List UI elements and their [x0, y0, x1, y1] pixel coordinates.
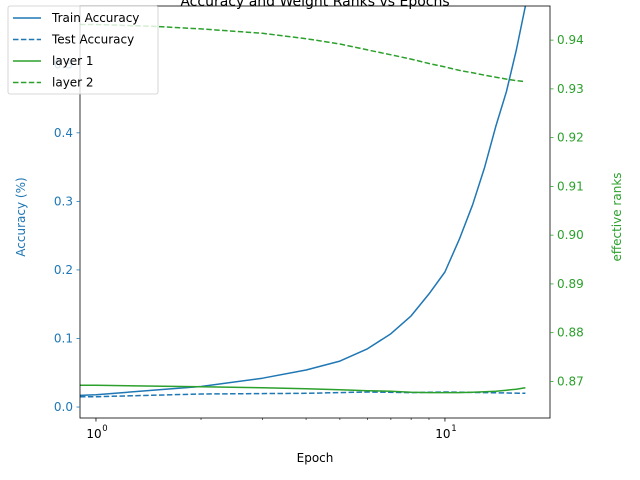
right-tick-label-5: 0.92: [557, 131, 584, 145]
plot-frame: [79, 5, 551, 419]
x-axis-label: Epoch: [297, 451, 334, 465]
x-tick-label-1: 10: [435, 427, 450, 441]
right-tick-label-0: 0.87: [557, 374, 584, 388]
right-tick-label-6: 0.93: [557, 82, 584, 96]
x-tick-exponent-1: 1: [451, 424, 456, 434]
left-tick-label-2: 0.2: [54, 263, 73, 277]
left-axis-label: Accuracy (%): [14, 177, 28, 256]
legend-label-0: Train Accuracy: [51, 11, 139, 25]
x-tick-label-0: 10: [86, 427, 101, 441]
series-layer: [80, 6, 527, 398]
right-tick-label-2: 0.89: [557, 277, 584, 291]
series-line-2: [80, 384, 526, 394]
legend-label-2: layer 1: [52, 54, 94, 68]
left-tick-label-4: 0.4: [54, 126, 73, 140]
right-axis-label: effective ranks: [610, 172, 624, 261]
x-tick-exponent-0: 0: [102, 424, 107, 434]
left-tick-label-1: 0.1: [54, 331, 73, 345]
legend-label-1: Test Accuracy: [51, 33, 134, 47]
left-tick-label-3: 0.3: [54, 194, 73, 208]
labels-layer: Accuracy and Weight Ranks vs Epochs Epoc…: [14, 0, 624, 465]
chart-title: Accuracy and Weight Ranks vs Epochs: [180, 0, 449, 10]
right-tick-label-7: 0.94: [557, 33, 584, 47]
right-tick-label-1: 0.88: [557, 326, 584, 340]
legend: Train Accuracy Test Accuracy layer 1 layer …: [7, 5, 159, 95]
legend-box: [7, 5, 159, 95]
legend-label-3: layer 2: [52, 76, 94, 90]
left-tick-label-0: 0.0: [54, 400, 73, 414]
right-tick-label-4: 0.91: [557, 179, 584, 193]
series-line-3: [80, 23, 526, 83]
right-tick-label-3: 0.90: [557, 228, 584, 242]
